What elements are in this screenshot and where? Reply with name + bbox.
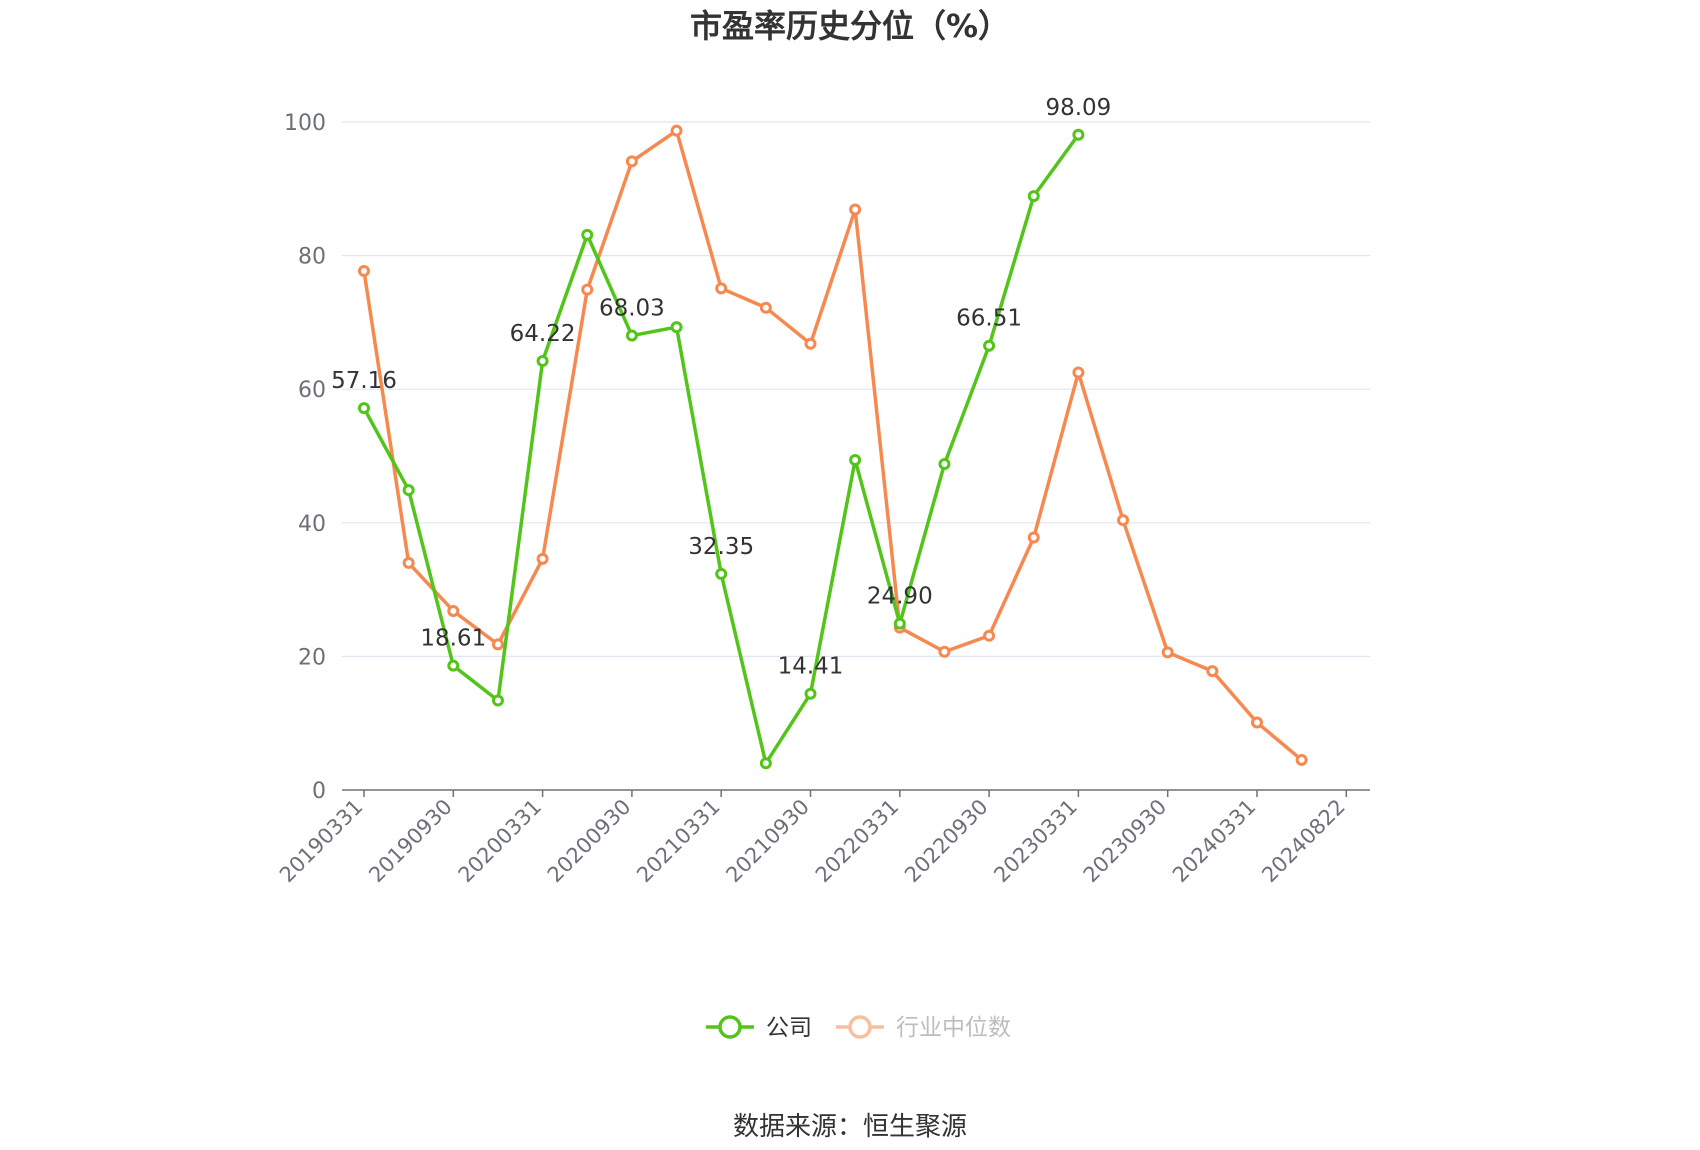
legend-label: 行业中位数 [896, 1015, 1011, 1041]
x-tick-label: 20240822 [1257, 795, 1350, 888]
y-tick-label: 0 [312, 779, 326, 804]
data-point[interactable] [581, 283, 594, 296]
data-point[interactable] [1027, 190, 1040, 203]
data-point[interactable] [849, 454, 862, 467]
legend[interactable]: 公司 行业中位数 [706, 1015, 1011, 1041]
data-point[interactable] [447, 659, 460, 672]
data-point[interactable] [625, 155, 638, 168]
data-point[interactable] [759, 757, 772, 770]
data-point[interactable] [938, 458, 951, 471]
data-point[interactable] [1072, 366, 1085, 379]
x-tick-label: 20210331 [632, 795, 725, 888]
data-point[interactable] [491, 638, 504, 651]
x-tick-label: 20190930 [364, 795, 457, 888]
y-tick-label: 100 [284, 111, 326, 136]
data-point[interactable] [849, 203, 862, 216]
data-point[interactable] [715, 567, 728, 580]
data-point[interactable] [938, 645, 951, 658]
legend-marker-icon [718, 1015, 742, 1039]
legend-marker-icon [848, 1015, 872, 1039]
data-point[interactable] [402, 484, 415, 497]
data-point[interactable] [1072, 128, 1085, 141]
x-tick-label: 20220930 [900, 795, 993, 888]
data-label: 66.51 [956, 306, 1022, 332]
data-point[interactable] [536, 552, 549, 565]
x-tick-label: 20230331 [989, 795, 1082, 888]
data-point[interactable] [715, 282, 728, 295]
legend-item-1[interactable]: 行业中位数 [836, 1015, 1011, 1041]
data-point[interactable] [358, 264, 370, 277]
data-point[interactable] [983, 339, 996, 352]
data-label: 68.03 [599, 296, 665, 322]
data-label: 98.09 [1045, 95, 1111, 121]
data-point[interactable] [581, 228, 594, 241]
data-point[interactable] [1161, 646, 1174, 659]
series-layer [358, 124, 1308, 770]
series-line [362, 133, 1080, 766]
y-tick-label: 40 [298, 512, 326, 537]
data-labels: 57.16 18.61 64.22 68.03 32.35 14.41 24.90 66.51… [331, 95, 1111, 680]
data-point[interactable] [491, 694, 504, 707]
x-tick-label: 20190331 [275, 795, 368, 888]
data-point[interactable] [536, 355, 549, 368]
x-tick-label: 20240331 [1168, 795, 1261, 888]
data-point[interactable] [1206, 665, 1219, 678]
data-label: 32.35 [688, 534, 754, 560]
series-line [362, 128, 1303, 762]
data-point[interactable] [893, 617, 906, 630]
x-tick-label: 20210930 [721, 795, 814, 888]
legend-label: 公司 [766, 1015, 812, 1041]
x-tick-label: 20200930 [543, 795, 636, 888]
y-tick-label: 20 [298, 645, 326, 670]
data-point[interactable] [358, 402, 370, 415]
y-tick-label: 60 [298, 378, 326, 403]
data-point[interactable] [625, 329, 638, 342]
x-tick-label: 20220331 [811, 795, 904, 888]
data-point[interactable] [1295, 753, 1308, 766]
data-label: 57.16 [331, 368, 397, 394]
data-point[interactable] [1117, 514, 1130, 527]
data-point[interactable] [804, 687, 817, 700]
grid-lines [342, 121, 1370, 658]
legend-item-0[interactable]: 公司 [706, 1015, 812, 1041]
axes: 0 20 40 60 80 100 2019033120190930202003312020… [275, 111, 1370, 887]
data-label: 14.41 [778, 654, 844, 680]
series-1 [358, 124, 1308, 766]
data-point[interactable] [402, 556, 415, 569]
data-point[interactable] [759, 301, 772, 314]
series-0 [358, 128, 1085, 770]
data-point[interactable] [670, 124, 683, 137]
data-point[interactable] [1251, 716, 1263, 729]
source-text: 数据来源：恒生聚源 [733, 1112, 967, 1142]
data-label: 24.90 [867, 584, 933, 610]
x-tick-label: 20230930 [1079, 795, 1172, 888]
data-label: 64.22 [510, 321, 576, 347]
data-point[interactable] [670, 321, 683, 334]
data-point[interactable] [804, 337, 817, 350]
data-point[interactable] [1027, 531, 1040, 544]
chart-title: 市盈率历史分位（%） [690, 7, 1010, 45]
data-point[interactable] [447, 604, 460, 617]
data-label: 18.61 [420, 626, 486, 652]
x-tick-label: 20200331 [454, 795, 547, 888]
y-tick-label: 80 [298, 245, 326, 270]
data-point[interactable] [983, 629, 996, 642]
